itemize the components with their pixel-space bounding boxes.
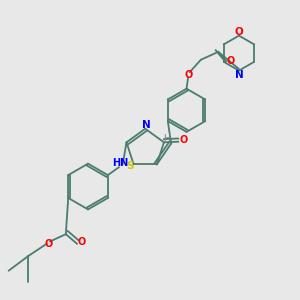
Text: O: O [44, 239, 52, 249]
Text: S: S [126, 161, 134, 171]
Text: HN: HN [112, 158, 128, 168]
Text: N: N [142, 120, 151, 130]
Text: O: O [235, 26, 243, 37]
Text: O: O [78, 237, 86, 247]
Text: O: O [227, 56, 235, 66]
Text: N: N [235, 70, 243, 80]
Text: O: O [185, 70, 193, 80]
Text: O: O [179, 135, 188, 145]
Text: H: H [163, 134, 170, 143]
